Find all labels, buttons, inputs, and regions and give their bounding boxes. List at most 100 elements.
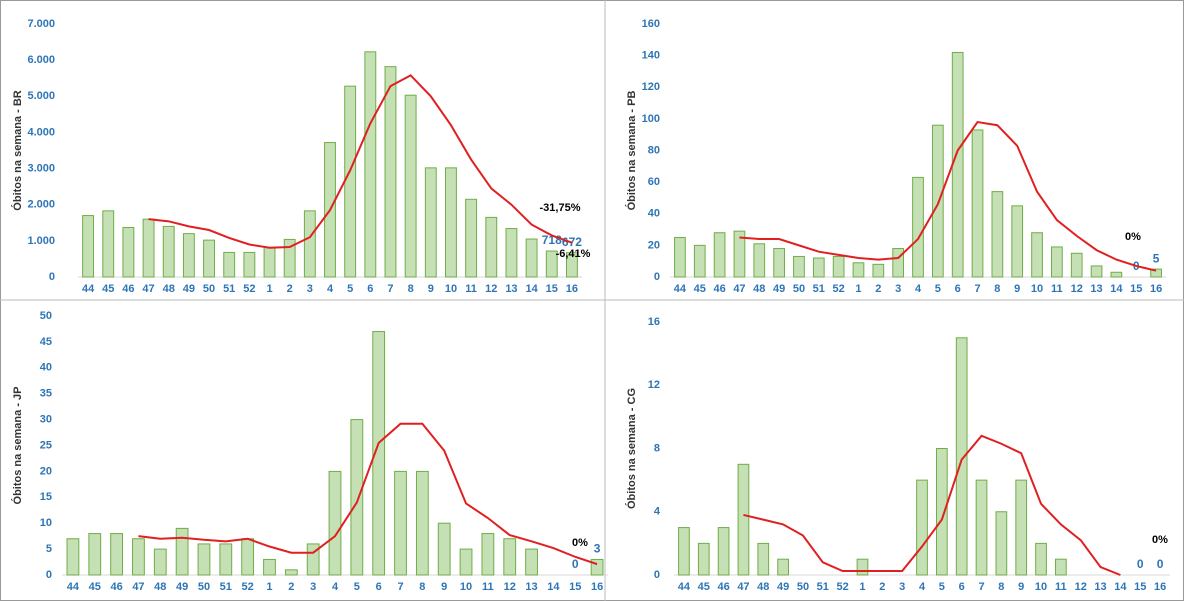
- x-tick-label: 3: [899, 581, 905, 593]
- y-tick-label: 15: [40, 491, 52, 503]
- bar: [142, 218, 155, 278]
- bar: [162, 225, 175, 278]
- y-tick-label: 120: [642, 81, 660, 93]
- x-tick-label: 2: [287, 283, 293, 295]
- annotation: 0%: [1125, 231, 1141, 243]
- x-tick-label: 50: [793, 283, 805, 295]
- trend-line: [138, 422, 598, 566]
- y-tick-label: 160: [642, 18, 660, 30]
- x-tick-label: 15: [546, 283, 558, 295]
- bar: [1031, 232, 1043, 278]
- y-tick-label: 35: [40, 388, 52, 400]
- x-tick-label: 46: [122, 283, 134, 295]
- bar: [263, 246, 276, 278]
- x-tick-label: 1: [855, 283, 861, 295]
- bar: [459, 548, 473, 576]
- y-tick-label: 140: [642, 50, 660, 62]
- bar: [697, 542, 710, 576]
- bar: [525, 548, 538, 576]
- x-tick-label: 10: [1035, 581, 1047, 593]
- bar: [935, 448, 948, 576]
- x-tick-label: 47: [733, 283, 745, 295]
- x-tick-label: 13: [525, 581, 537, 593]
- x-tick-label: 16: [566, 283, 578, 295]
- y-tick-label: 40: [40, 362, 52, 374]
- x-tick-label: 52: [833, 283, 845, 295]
- x-tick-label: 50: [203, 283, 215, 295]
- x-tick-label: 48: [154, 581, 166, 593]
- x-tick-label: 52: [242, 581, 254, 593]
- x-tick-label: 1: [266, 581, 272, 593]
- y-tick-label: 5: [46, 543, 52, 555]
- bar: [753, 243, 766, 278]
- bar: [505, 228, 518, 278]
- x-tick-label: 7: [978, 581, 984, 593]
- bar: [1015, 479, 1028, 576]
- x-tick-label: 5: [347, 283, 353, 295]
- x-tick-label: 5: [939, 581, 945, 593]
- bar: [971, 129, 984, 278]
- x-tick-label: 44: [67, 581, 80, 593]
- bar: [485, 216, 498, 278]
- bar: [931, 124, 944, 278]
- x-tick-label: 10: [460, 581, 472, 593]
- bar: [733, 230, 746, 278]
- y-tick-label: 100: [642, 113, 660, 125]
- bar: [565, 252, 578, 278]
- bar: [364, 51, 377, 278]
- x-tick-label: 49: [773, 283, 785, 295]
- bar: [384, 66, 397, 278]
- x-tick-label: 50: [198, 581, 210, 593]
- y-tick-label: 4: [654, 506, 661, 518]
- y-axis-title: Óbitos na semana - BR: [11, 90, 24, 210]
- bar: [912, 176, 924, 278]
- trend-line: [743, 434, 1121, 576]
- y-tick-label: 1.000: [27, 235, 55, 247]
- x-tick-label: 50: [797, 581, 809, 593]
- x-tick-label: 4: [332, 581, 339, 593]
- bar: [415, 470, 429, 576]
- bar: [122, 226, 135, 278]
- value-label: 0: [572, 557, 579, 571]
- x-tick-label: 52: [837, 581, 849, 593]
- x-tick-label: 12: [485, 283, 497, 295]
- x-tick-label: 9: [1018, 581, 1024, 593]
- x-tick-label: 15: [1134, 581, 1146, 593]
- x-tick-label: 6: [959, 581, 965, 593]
- x-tick-label: 3: [895, 283, 901, 295]
- bar: [717, 527, 730, 576]
- x-tick-label: 6: [367, 283, 373, 295]
- x-tick-label: 1: [266, 283, 272, 295]
- bar: [812, 257, 825, 278]
- annotation: -31,75%: [540, 202, 581, 214]
- trend-line: [739, 120, 1157, 272]
- x-tick-label: 15: [1130, 283, 1142, 295]
- x-tick-label: 12: [1071, 283, 1083, 295]
- bar: [445, 167, 457, 278]
- y-tick-label: 10: [40, 517, 52, 529]
- y-tick-label: 40: [648, 208, 660, 220]
- x-tick-label: 45: [698, 581, 710, 593]
- y-tick-label: 25: [40, 439, 52, 451]
- bar: [1110, 271, 1123, 278]
- y-tick-label: 5.000: [27, 90, 55, 102]
- x-tick-label: 51: [220, 581, 232, 593]
- x-tick-label: 7: [974, 283, 980, 295]
- x-tick-label: 16: [1150, 283, 1162, 295]
- y-tick-label: 16: [648, 316, 660, 328]
- x-tick-label: 45: [102, 283, 114, 295]
- bar: [872, 263, 885, 278]
- y-tick-label: 3.000: [27, 162, 55, 174]
- value-label: 5: [1153, 251, 1160, 265]
- bar: [1035, 542, 1047, 576]
- bar: [545, 250, 558, 278]
- bar: [203, 239, 215, 278]
- y-tick-label: 8: [654, 442, 660, 454]
- x-tick-label: 14: [547, 581, 560, 593]
- x-tick-label: 44: [678, 581, 691, 593]
- y-tick-label: 50: [40, 310, 52, 322]
- y-axis-title: Óbitos na semana - JP: [11, 387, 24, 505]
- x-tick-label: 9: [428, 283, 434, 295]
- bar: [525, 238, 538, 278]
